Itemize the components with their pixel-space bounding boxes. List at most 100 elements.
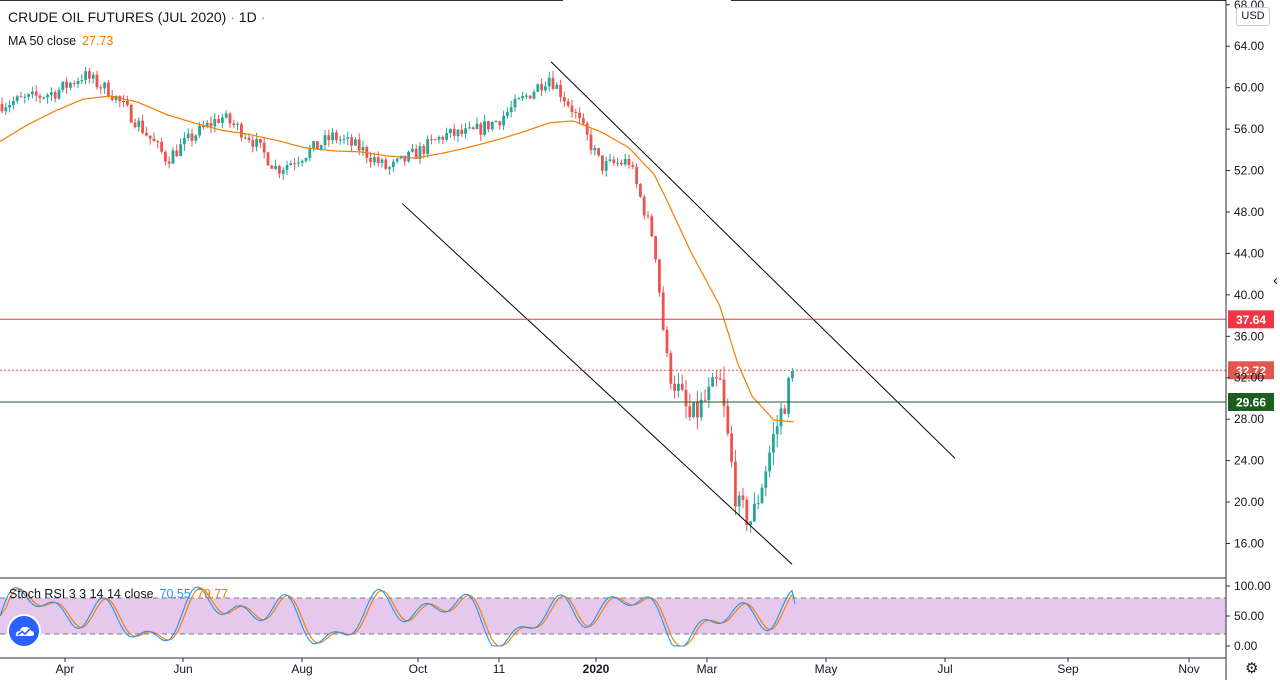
symbol-title[interactable]: CRUDE OIL FUTURES (JUL 2020): [8, 9, 227, 25]
candle-body: [91, 74, 95, 79]
candle-body: [361, 147, 365, 151]
candle-body: [601, 155, 604, 171]
stoch-rsi-pane[interactable]: [0, 577, 1226, 659]
candle-body: [722, 379, 726, 406]
resize-arrow-icon[interactable]: ‹: [1273, 272, 1278, 289]
candle-body: [566, 101, 570, 106]
trendline[interactable]: [550, 61, 956, 459]
tradingview-cloud-icon[interactable]: [9, 616, 39, 646]
candle-body: [745, 499, 749, 526]
candle-body: [487, 121, 490, 130]
candle-body: [692, 402, 695, 418]
candle-body: [783, 408, 787, 414]
currency-button[interactable]: USD: [1236, 7, 1270, 26]
ma-legend[interactable]: MA 50 close 27.73: [8, 34, 265, 48]
ma-layer: [0, 95, 795, 423]
stoch-rsi-legend[interactable]: Stoch RSI 3 3 14 14 close 70.55 79.77: [9, 587, 228, 601]
candle-body: [680, 383, 684, 390]
price-tick-label: 36.00: [1234, 329, 1264, 343]
candle-body: [297, 162, 300, 164]
candle-body: [53, 92, 57, 99]
price-tick-label: 16.00: [1234, 537, 1264, 551]
price-label-bg: [1228, 361, 1274, 380]
candle-body: [42, 97, 46, 99]
legend-menu-dot[interactable]: ·: [260, 9, 266, 25]
candle-body: [205, 122, 209, 128]
candle-body: [388, 167, 391, 169]
time-tick-label: Mar: [697, 662, 718, 676]
candle-body: [471, 127, 475, 130]
time-tick-label: Apr: [56, 662, 75, 676]
candle-body: [418, 146, 422, 159]
candle-body: [585, 123, 589, 135]
candle-body: [437, 136, 441, 140]
candle-body: [15, 96, 19, 102]
trendline[interactable]: [402, 203, 793, 565]
rsi-tick-label: 100.00: [1234, 579, 1271, 593]
candle-body: [107, 82, 110, 97]
candle-body: [779, 408, 783, 427]
candle-body: [323, 135, 327, 146]
candle-body: [183, 137, 186, 145]
rsi-tick-label: 0.00: [1234, 639, 1258, 653]
candle-body: [88, 71, 91, 79]
candle-body: [373, 157, 376, 163]
candle-body: [441, 136, 445, 140]
gear-icon[interactable]: ⚙: [1245, 660, 1259, 677]
candle-body: [620, 162, 623, 165]
candle-body: [129, 105, 133, 123]
time-axis[interactable]: Apr Jun Aug Oct 11 2020 Mar May Jul Sep Nov: [0, 0, 1226, 677]
candle-body: [251, 140, 255, 147]
trendlines[interactable]: [402, 61, 956, 565]
candle-body: [521, 96, 524, 99]
stoch-rsi-d-value: 79.77: [196, 587, 229, 601]
candle-body: [69, 82, 72, 88]
candle-body: [278, 165, 281, 174]
candle-body: [300, 160, 304, 163]
candle-body: [756, 502, 760, 504]
candle-body: [84, 71, 87, 81]
candle-body: [483, 121, 486, 135]
cloud-glyph: [15, 626, 34, 636]
candle-body: [23, 96, 27, 98]
candle-body: [141, 120, 144, 133]
title-separator: ·: [230, 9, 235, 25]
price-tick-label: 20.00: [1234, 495, 1264, 509]
price-axis[interactable]: 68.00 64.00 60.00 56.00 52.00 48.00 44.00 40.00…: [1225, 0, 1271, 680]
price-tick-label: 64.00: [1234, 39, 1264, 53]
interval-label[interactable]: 1D: [238, 9, 257, 25]
candle-body: [266, 152, 270, 166]
candle-body: [673, 383, 676, 391]
candle-body: [209, 122, 213, 127]
candle-body: [156, 141, 160, 143]
candle-body: [642, 196, 646, 216]
candle-body: [772, 434, 775, 453]
candle-body: [563, 97, 566, 102]
candle-body: [285, 165, 289, 170]
stoch-rsi-k-value: 70.55: [159, 587, 191, 601]
candle-body: [749, 521, 752, 526]
candle-body: [346, 137, 350, 139]
candle-body: [224, 113, 228, 118]
candle-body: [103, 82, 106, 89]
candle-body: [547, 77, 551, 87]
candle-body: [46, 95, 49, 98]
candle-body: [631, 165, 635, 168]
horizontal-levels[interactable]: 37.64 32.72 29.66: [0, 310, 1274, 411]
time-tick-label: May: [815, 662, 838, 676]
candle-body: [726, 405, 730, 434]
candle-body: [468, 127, 471, 129]
candle-body: [369, 157, 372, 163]
candle-body: [506, 112, 509, 116]
candle-body: [137, 120, 141, 128]
candle-body: [19, 96, 23, 98]
candle-body: [604, 160, 608, 171]
candle-body: [730, 433, 733, 462]
series-line-stoch-d: [0, 587, 796, 647]
stoch-rsi-label: Stoch RSI 3 3 14 14 close: [9, 587, 154, 601]
candle-body: [589, 134, 593, 151]
candle-body: [312, 141, 315, 149]
candle-body: [395, 158, 399, 162]
candle-body: [308, 148, 312, 158]
